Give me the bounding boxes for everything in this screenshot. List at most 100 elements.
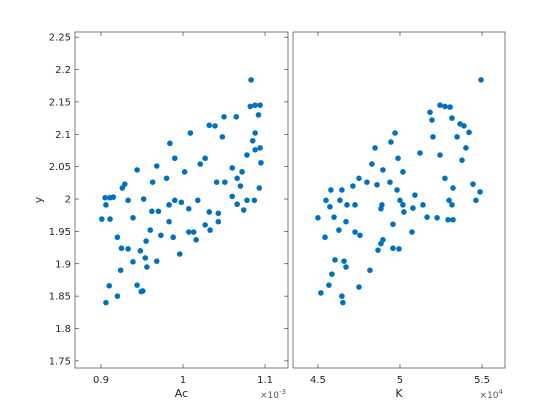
y-tick-label: 2 (65, 195, 71, 206)
point (197, 161, 204, 167)
y-axis-label: y (32, 196, 45, 203)
point (445, 216, 451, 223)
point (130, 259, 136, 265)
point (143, 238, 149, 244)
point (461, 123, 467, 129)
x-tick-label: 1 (180, 375, 186, 386)
x-tick-label: 5.5 (474, 375, 490, 386)
point (247, 103, 254, 110)
point (337, 197, 343, 204)
x-axis-label: K (395, 387, 403, 400)
point (447, 104, 453, 110)
point (138, 288, 144, 295)
point (427, 109, 433, 116)
point (327, 203, 333, 210)
point (380, 167, 386, 173)
point (369, 161, 375, 167)
point (206, 209, 213, 215)
multiplier-base: ×10 (480, 391, 499, 401)
point (249, 137, 256, 144)
point (442, 175, 448, 182)
x-tick-label: 4.5 (310, 375, 326, 386)
point (215, 210, 222, 217)
point (237, 183, 244, 189)
point (392, 130, 398, 136)
point (106, 282, 113, 289)
point (372, 145, 378, 151)
point (163, 175, 170, 182)
y-tick-label: 1.8 (55, 324, 71, 335)
point (429, 117, 435, 123)
point (374, 181, 380, 188)
point (219, 134, 226, 140)
point (233, 114, 240, 120)
point (409, 229, 415, 235)
point (125, 246, 131, 252)
point (221, 114, 227, 120)
point (114, 293, 121, 299)
point (190, 229, 197, 235)
point (395, 155, 401, 162)
point (134, 282, 140, 288)
point (352, 229, 358, 235)
point (114, 234, 121, 241)
point (410, 205, 416, 211)
point (420, 202, 426, 208)
point (390, 221, 396, 228)
point (207, 227, 213, 233)
point (244, 152, 250, 158)
point (446, 197, 452, 204)
point (430, 134, 436, 140)
point (166, 202, 172, 208)
point (375, 247, 381, 253)
point (118, 245, 125, 252)
point (155, 208, 162, 215)
point (102, 194, 108, 201)
point (99, 216, 105, 222)
point (478, 77, 484, 83)
point (252, 102, 258, 108)
point (252, 130, 258, 136)
point (206, 122, 213, 129)
y-tick-label: 1.85 (49, 292, 71, 303)
point (329, 271, 335, 277)
point (315, 215, 321, 221)
point (137, 248, 144, 254)
point (364, 179, 370, 185)
point (167, 140, 173, 147)
point (450, 216, 456, 223)
point (257, 145, 263, 151)
y-tick-label: 2.05 (49, 162, 71, 173)
point (417, 150, 423, 156)
scatter-panel: 4.5 5 5.5 K ×104 (292, 31, 506, 401)
y-tick-label: 2.2 (55, 65, 71, 76)
point (326, 282, 332, 288)
multiplier-base: ×10 (260, 391, 279, 401)
point (378, 240, 384, 247)
point (401, 209, 407, 215)
point (341, 258, 347, 264)
point (470, 181, 476, 187)
point (255, 112, 262, 118)
point (134, 167, 140, 173)
point (176, 251, 183, 257)
point (222, 179, 228, 185)
point (181, 169, 188, 175)
point (454, 134, 460, 140)
point (412, 192, 418, 198)
y-tick-label: 2.1 (55, 130, 71, 141)
point (459, 157, 465, 163)
point (400, 169, 406, 175)
point (387, 179, 393, 185)
point (117, 267, 124, 274)
point (367, 267, 373, 274)
y-tick-label: 2.15 (49, 97, 71, 108)
point (318, 290, 324, 296)
point (229, 193, 236, 200)
point (103, 299, 109, 306)
point (352, 202, 358, 208)
point (257, 102, 263, 108)
point (239, 169, 245, 175)
point (331, 214, 337, 220)
